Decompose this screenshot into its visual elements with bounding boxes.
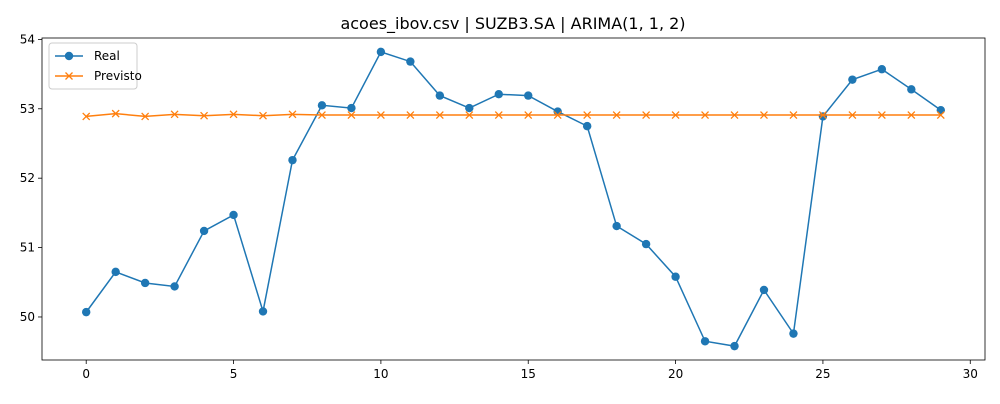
y-tick-label: 53 [20,102,35,116]
data-point-real [170,282,179,291]
data-point-previsto [877,111,886,119]
data-point-previsto [229,110,238,119]
axes: 0 5 10 15 20 25 30 50 51 52 53 54 [20,32,986,381]
data-point-previsto [435,111,444,119]
data-point-previsto [730,111,739,119]
data-point-real [700,337,710,346]
data-point-previsto [111,109,120,118]
data-point-real [140,278,150,288]
legend: Real Previsto [48,42,142,90]
data-point-real [877,65,887,74]
data-point-real [641,239,651,249]
data-point-previsto [907,111,916,119]
data-point-previsto [583,111,592,119]
legend-label-previsto: Previsto [94,69,142,83]
data-point-real [848,75,857,84]
data-point-real [936,105,945,115]
data-point-real [465,103,474,113]
x-tick-label: 0 [82,367,90,381]
data-point-real [789,329,798,338]
data-point-previsto [141,112,150,121]
data-point-real [524,91,533,100]
data-point-previsto [760,111,768,119]
data-point-previsto [612,111,621,119]
legend-marker-real [64,51,74,61]
data-point-real [582,121,592,131]
series-line-real [85,50,942,347]
data-point-real [671,272,680,281]
data-point-previsto [642,111,651,119]
data-point-previsto [259,111,267,120]
data-point-previsto [288,110,297,119]
data-point-real [111,267,120,277]
x-tick-label: 10 [373,367,388,381]
data-point-real [229,210,238,220]
data-point-previsto [789,111,798,119]
x-tick-label: 5 [230,367,238,381]
data-point-real [907,85,916,94]
x-tick-label: 25 [815,367,830,381]
plot-area [82,47,945,351]
data-point-real [406,57,415,66]
data-point-previsto [848,111,857,119]
data-point-previsto [347,111,356,119]
data-point-real [730,341,739,351]
data-point-real [376,47,386,57]
x-tick-label: 20 [668,367,683,381]
data-point-previsto [406,111,415,119]
legend-label-real: Real [94,49,120,63]
data-point-real [494,90,503,99]
y-tick-label: 52 [20,171,35,185]
data-point-previsto [465,111,474,119]
data-point-previsto [200,111,209,120]
chart-title: acoes_ibov.csv | SUZB3.SA | ARIMA(1, 1, … [340,14,685,34]
series-line-previsto [86,112,941,118]
data-point-previsto [553,111,562,119]
data-point-real [435,91,445,100]
data-point-previsto [524,111,533,119]
data-point-real [347,103,356,113]
data-point-previsto [170,110,179,119]
data-point-previsto [376,111,385,119]
data-point-real [612,221,621,231]
legend-marker-previsto [65,72,73,80]
data-point-real [759,285,769,295]
y-tick-label: 50 [20,310,35,324]
x-tick-label: 15 [521,367,536,381]
y-tick-label: 54 [20,32,35,46]
data-point-previsto [671,111,680,119]
data-point-previsto [936,111,945,119]
data-point-real [288,155,297,165]
data-point-real [818,112,828,121]
data-point-previsto [494,111,503,119]
data-point-real [258,307,268,316]
data-point-previsto [701,111,710,119]
data-point-real [199,226,209,236]
data-point-real [82,307,91,317]
data-point-previsto [818,111,827,119]
data-point-previsto [82,112,91,121]
axes-frame [41,37,986,361]
data-point-previsto [317,111,326,119]
data-point-real [317,101,327,110]
y-tick-label: 51 [20,241,35,255]
x-tick-label: 30 [963,367,978,381]
